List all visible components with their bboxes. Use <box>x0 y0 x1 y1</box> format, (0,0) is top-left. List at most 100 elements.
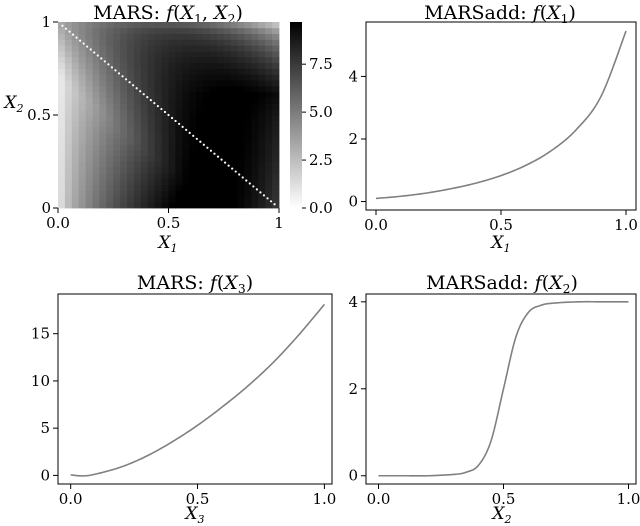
heatmap-cell <box>209 22 218 29</box>
heatmap-cell <box>182 173 190 180</box>
heatmap-cell <box>154 97 162 104</box>
heatmap-cell <box>209 202 218 209</box>
heatmap-cell <box>78 56 87 64</box>
heatmap-cell <box>147 138 156 145</box>
diagonal-dot <box>79 39 82 42</box>
heatmap-cell <box>182 138 190 145</box>
heatmap-cell <box>161 149 169 157</box>
diagonal-dot <box>199 140 202 143</box>
heatmap-cell <box>71 138 80 145</box>
heatmap-cell <box>265 97 273 104</box>
heatmap-cell <box>223 132 232 139</box>
heatmap-cell <box>258 173 266 180</box>
heatmap-cell <box>154 22 162 29</box>
heatmap-cell <box>258 196 266 203</box>
heatmap-cell <box>99 56 107 64</box>
heatmap-cell <box>64 103 73 110</box>
heatmap-cell <box>147 196 156 203</box>
heatmap-cell <box>182 144 190 151</box>
diagonal-dot <box>202 143 205 146</box>
heatmap-cell <box>92 68 100 75</box>
heatmap-cell <box>209 184 218 191</box>
heatmap-cell <box>120 97 128 104</box>
heatmap-cell <box>258 56 266 64</box>
heatmap-cell <box>272 144 280 151</box>
heatmap-cell <box>161 190 169 197</box>
heatmap-cell <box>230 85 238 93</box>
heatmap-cell <box>154 144 162 151</box>
heatmap-cell <box>258 51 266 58</box>
heatmap-cell <box>209 115 218 122</box>
heatmap-cell <box>244 138 252 145</box>
heatmap-cell <box>203 74 211 81</box>
heatmap-cell <box>168 144 176 151</box>
heatmap-cell <box>71 68 80 75</box>
heatmap-cell <box>92 33 100 40</box>
heatmap-cell <box>203 85 211 93</box>
colorbar-tick-label: 2.5 <box>309 151 333 169</box>
heatmap-cell <box>237 149 245 157</box>
y-tick-label: 2 <box>348 130 358 148</box>
heatmap-cell <box>127 62 135 69</box>
heatmap-cell <box>78 155 87 162</box>
heatmap-cell <box>120 62 128 69</box>
heatmap-cell <box>258 68 266 75</box>
heatmap-cell <box>113 68 121 75</box>
heatmap-cell <box>175 167 183 174</box>
heatmap-cell <box>230 132 238 139</box>
heatmap-cell <box>230 109 238 116</box>
heatmap-cell <box>272 85 280 93</box>
heatmap-cell <box>133 196 142 203</box>
heatmap-cell <box>258 178 266 186</box>
heatmap-cell <box>237 22 245 29</box>
heatmap-cell <box>251 138 259 145</box>
heatmap-cell <box>113 155 121 162</box>
heatmap-cell <box>120 120 128 128</box>
heatmap-cell <box>99 173 107 180</box>
heatmap-cell <box>58 173 66 180</box>
heatmap-cell <box>237 196 245 203</box>
heatmap-cell <box>216 27 225 35</box>
diagonal-dot <box>107 63 110 66</box>
heatmap-cell <box>189 120 197 128</box>
heatmap-cell <box>120 167 128 174</box>
heatmap-cell <box>85 149 93 157</box>
heatmap-cell <box>133 97 142 104</box>
heatmap-cell <box>154 190 162 197</box>
heatmap-cell <box>189 51 197 58</box>
heatmap-cell <box>58 91 66 98</box>
heatmap-cell <box>154 74 162 81</box>
heatmap-cell <box>92 132 100 139</box>
heatmap-cell <box>120 80 128 87</box>
heatmap-cell <box>251 27 259 35</box>
heatmap-cell <box>78 91 87 98</box>
heatmap-cell <box>203 178 211 186</box>
heatmap-cell <box>203 109 211 116</box>
mars-x3-xlabel: X3​ <box>183 504 204 526</box>
diagonal-dot <box>121 75 124 78</box>
heatmap-cell <box>196 161 204 168</box>
heatmap-cell <box>175 39 183 46</box>
heatmap-cell <box>140 27 149 35</box>
diagonal-dot <box>160 107 163 111</box>
heatmap-cell <box>182 68 190 75</box>
y-tick-label: 15 <box>31 325 50 343</box>
heatmap-cell <box>161 97 169 104</box>
heatmap-cell <box>230 184 238 191</box>
heatmap-cell <box>71 184 80 191</box>
heatmap-cell <box>209 33 218 40</box>
marsadd-x1-axes: 0.0 0.5 1.0 0 2 4 <box>348 67 637 234</box>
heatmap-cell <box>175 190 183 197</box>
heatmap-cell <box>189 97 197 104</box>
heatmap-cell <box>71 126 80 133</box>
heatmap-cell <box>244 91 252 98</box>
heatmap-cell <box>71 132 80 139</box>
heatmap-cell <box>85 80 93 87</box>
heatmap-cell <box>106 202 114 209</box>
heatmap-cell <box>140 120 149 128</box>
heatmap-cell <box>99 144 107 151</box>
heatmap-cell <box>71 103 80 110</box>
heatmap-cell <box>196 109 204 116</box>
heatmap-cell <box>223 161 232 168</box>
heatmap-cell <box>127 167 135 174</box>
